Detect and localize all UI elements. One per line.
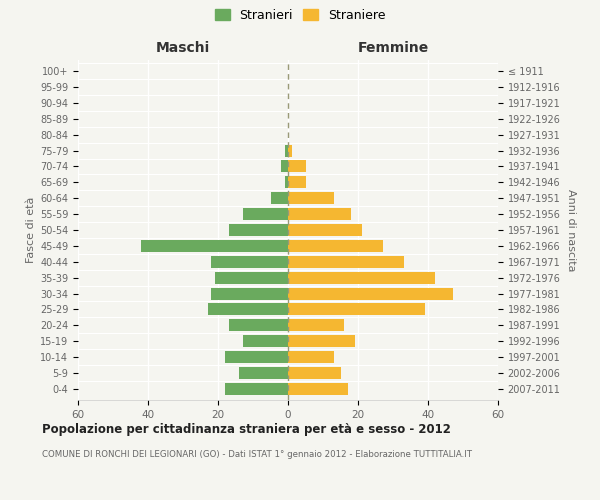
Y-axis label: Fasce di età: Fasce di età [26,197,36,263]
Text: COMUNE DI RONCHI DEI LEGIONARI (GO) - Dati ISTAT 1° gennaio 2012 - Elaborazione : COMUNE DI RONCHI DEI LEGIONARI (GO) - Da… [42,450,472,459]
Bar [211,256,288,268]
Bar [141,240,288,252]
Bar [225,383,288,395]
Legend: Stranieri, Straniere: Stranieri, Straniere [212,6,388,24]
Bar [288,208,351,220]
Bar [288,383,347,395]
Bar [288,351,334,363]
Bar [288,367,341,379]
Bar [288,144,292,156]
Bar [215,272,288,283]
Bar [229,320,288,332]
Bar [242,208,288,220]
Bar [284,176,288,188]
Bar [288,176,305,188]
Bar [211,288,288,300]
Bar [271,192,288,204]
Bar [288,240,383,252]
Bar [288,272,435,283]
Text: Femmine: Femmine [358,41,428,55]
Bar [288,304,425,316]
Bar [288,320,344,332]
Bar [225,351,288,363]
Bar [288,160,305,172]
Text: Maschi: Maschi [156,41,210,55]
Y-axis label: Anni di nascita: Anni di nascita [566,188,576,271]
Bar [284,144,288,156]
Bar [242,336,288,347]
Bar [288,192,334,204]
Bar [288,224,361,236]
Bar [288,256,404,268]
Bar [208,304,288,316]
Bar [239,367,288,379]
Bar [281,160,288,172]
Bar [288,288,452,300]
Text: Popolazione per cittadinanza straniera per età e sesso - 2012: Popolazione per cittadinanza straniera p… [42,422,451,436]
Bar [229,224,288,236]
Bar [288,336,355,347]
